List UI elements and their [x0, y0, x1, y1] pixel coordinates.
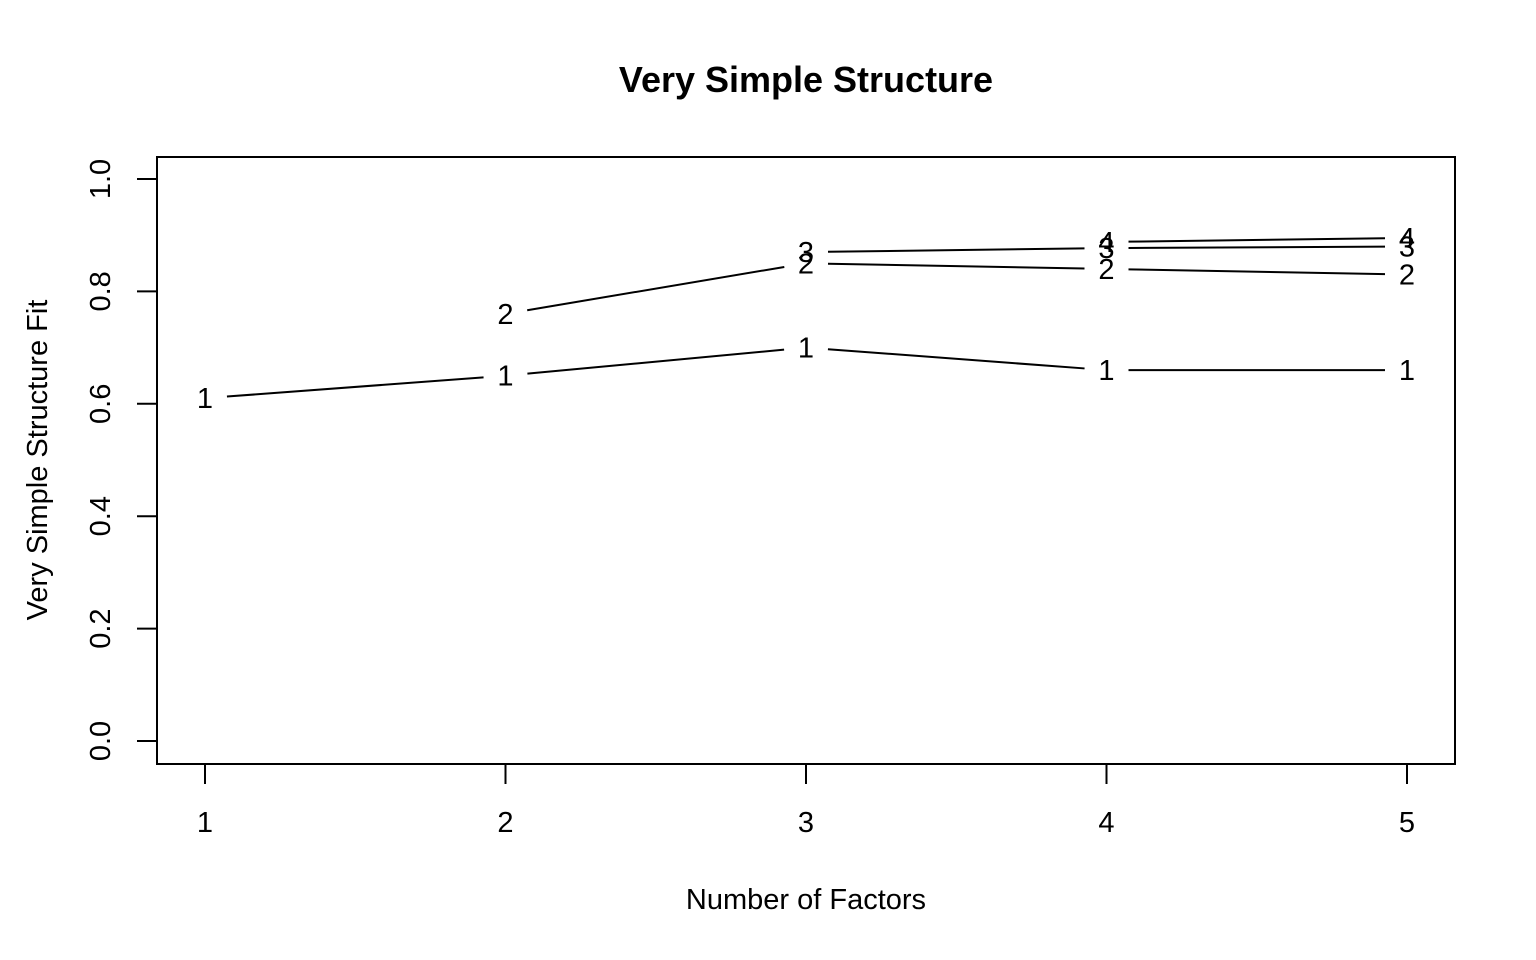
y-tick-label: 0.4	[85, 496, 117, 536]
y-tick-label: 0.0	[85, 721, 117, 761]
data-point-marker: 1	[798, 333, 814, 365]
y-axis: 0.0 0.2 0.4 0.6 0.8 1.0	[85, 159, 157, 761]
y-tick-label: 1.0	[85, 159, 117, 199]
data-point-marker: 1	[1098, 355, 1114, 387]
data-point-marker: 2	[497, 299, 513, 331]
x-tick-label: 3	[798, 807, 814, 839]
series-segment	[827, 348, 1085, 370]
x-tick-label: 2	[497, 807, 513, 839]
y-axis-label: Very Simple Structure Fit	[22, 300, 54, 621]
series-segment	[226, 376, 484, 398]
data-point-marker: 2	[1399, 260, 1415, 292]
series-segment	[1128, 268, 1386, 276]
data-point-marker: 4	[1098, 227, 1114, 259]
x-tick-label: 4	[1098, 807, 1114, 839]
series-segment	[527, 348, 785, 375]
series-2: 2 2 2 2	[497, 248, 1415, 331]
series-segment	[1128, 237, 1386, 243]
series-3: 3 3 3	[798, 231, 1415, 269]
data-point-marker: 3	[1399, 231, 1415, 263]
data-point-marker: 3	[1098, 233, 1114, 265]
data-point-marker: 1	[497, 361, 513, 393]
y-tick-label: 0.2	[85, 608, 117, 648]
series-1: 1 1 1 1 1	[197, 333, 1415, 416]
y-tick-label: 0.8	[85, 271, 117, 311]
chart-title: Very Simple Structure	[619, 59, 993, 100]
x-tick-label: 1	[197, 807, 213, 839]
series-segment	[827, 262, 1085, 270]
series-segment	[827, 247, 1085, 253]
data-point-marker: 3	[798, 237, 814, 269]
series-segment	[527, 265, 785, 312]
data-point-marker: 2	[798, 248, 814, 280]
series-segment	[1128, 245, 1386, 250]
x-tick-label: 5	[1399, 807, 1415, 839]
data-point-marker: 1	[197, 383, 213, 415]
data-point-marker: 1	[1399, 355, 1415, 387]
data-point-marker: 2	[1098, 254, 1114, 286]
data-point-marker: 4	[1399, 223, 1415, 255]
y-tick-label: 0.6	[85, 384, 117, 424]
x-axis: 1 2 3 4 5	[197, 764, 1415, 839]
x-axis-label: Number of Factors	[686, 884, 926, 916]
